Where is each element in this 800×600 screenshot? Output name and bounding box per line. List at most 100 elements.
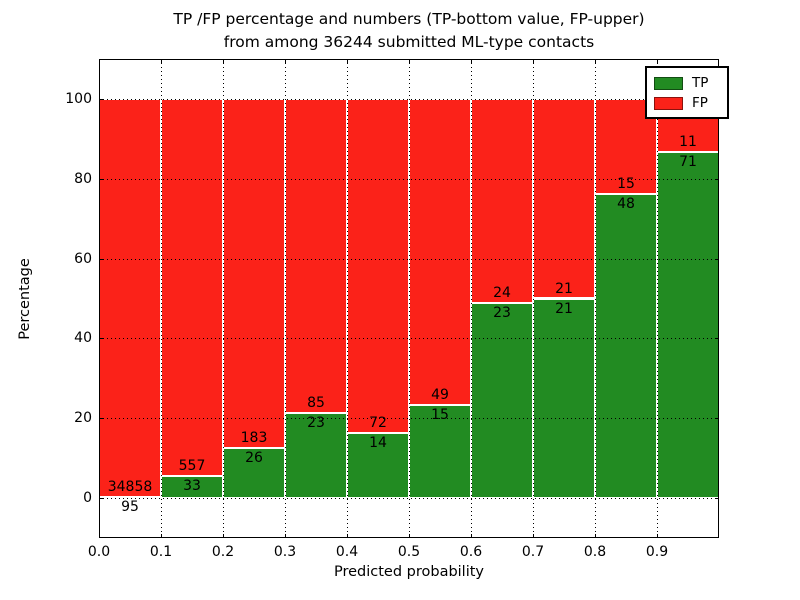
y-tick: [99, 418, 103, 420]
x-tick-label: 0.7: [521, 544, 545, 560]
bar-segment-fp: [223, 98, 285, 449]
legend-entry-tp: TP: [654, 73, 720, 93]
bar-segment-fp: [409, 98, 471, 405]
x-gridline: [471, 59, 472, 538]
chart-title-line2: from among 36244 submitted ML-type conta…: [223, 32, 595, 51]
tp-count-label: 95: [121, 498, 139, 515]
bar-segment-fp: [99, 98, 161, 497]
x-tick-label: 0.3: [273, 544, 297, 560]
legend-label-fp: FP: [692, 95, 708, 111]
fp-count-label: 34858: [107, 478, 153, 495]
y-axis-label: Percentage: [17, 257, 34, 340]
tp-count-label: 21: [555, 300, 573, 317]
x-tick: [223, 59, 224, 63]
x-tick: [409, 534, 410, 538]
legend-label-tp: TP: [692, 75, 709, 91]
x-tick: [161, 534, 162, 538]
y-tick: [715, 498, 719, 500]
x-tick: [657, 59, 658, 63]
tp-count-label: 71: [679, 154, 697, 171]
x-tick: [347, 59, 348, 63]
y-tick-label: 80: [74, 170, 92, 187]
x-tick-label: 0.0: [87, 544, 111, 560]
x-gridline: [595, 59, 596, 538]
x-gridline: [161, 59, 162, 538]
x-tick-label: 0.1: [149, 544, 173, 560]
bar-segment-tp: [595, 193, 657, 499]
x-tick: [533, 534, 534, 538]
x-tick-label: 0.9: [645, 544, 669, 560]
y-tick: [715, 338, 719, 340]
fp-count-label: 11: [679, 134, 697, 151]
tp-count-label: 26: [245, 450, 263, 467]
x-tick: [99, 59, 100, 63]
y-axis-label-wrap: Percentage: [10, 59, 40, 538]
fp-count-label: 183: [240, 430, 268, 447]
x-tick-label: 0.5: [397, 544, 421, 560]
y-tick-label: 60: [74, 250, 92, 267]
y-tick: [99, 338, 103, 340]
x-gridline: [533, 59, 534, 538]
bar-segment-tp: [285, 413, 347, 499]
fp-count-label: 85: [307, 395, 325, 412]
x-tick: [595, 534, 596, 538]
fp-count-label: 15: [617, 175, 635, 192]
y-tick: [99, 178, 103, 180]
legend: TP FP: [645, 66, 729, 119]
x-tick: [223, 534, 224, 538]
x-gridline: [285, 59, 286, 538]
x-gridline: [657, 59, 658, 538]
plot-area: TP FP 34858 95 557 33 183 26 85 23 72 14 49 15 24 23 2…: [99, 59, 729, 538]
fp-count-label: 72: [369, 415, 387, 432]
bar-segment-tp: [409, 404, 471, 499]
y-tick-label: 100: [65, 90, 92, 107]
x-tick: [409, 59, 410, 63]
x-tick-label: 0.8: [583, 544, 607, 560]
x-tick-label: 0.4: [335, 544, 359, 560]
x-tick: [347, 534, 348, 538]
x-gridline: [223, 59, 224, 538]
x-tick: [161, 59, 162, 63]
bar-segment-fp: [533, 98, 595, 299]
x-tick: [471, 534, 472, 538]
tp-count-label: 15: [431, 406, 449, 423]
x-tick: [99, 534, 100, 538]
y-tick: [715, 258, 719, 260]
x-tick: [533, 59, 534, 63]
bar-segment-fp: [285, 98, 347, 414]
tp-count-label: 33: [183, 477, 201, 494]
bar-segment-tp: [223, 448, 285, 499]
y-tick-label: 20: [74, 410, 92, 427]
fp-count-label: 21: [555, 280, 573, 297]
x-tick: [657, 534, 658, 538]
x-tick: [595, 59, 596, 63]
tp-count-label: 23: [307, 415, 325, 432]
bar-segment-fp: [347, 98, 409, 434]
x-gridline: [347, 59, 348, 538]
bar-segment-fp: [471, 98, 533, 303]
x-tick: [285, 534, 286, 538]
x-tick-label: 0.6: [459, 544, 483, 560]
legend-entry-fp: FP: [654, 93, 720, 113]
fp-count-label: 557: [178, 457, 206, 474]
fp-swatch-icon: [654, 96, 683, 110]
y-tick: [99, 258, 103, 260]
y-tick-label: 0: [83, 490, 92, 507]
x-axis-label: Predicted probability: [333, 564, 485, 580]
y-tick: [715, 178, 719, 180]
tp-count-label: 14: [369, 435, 387, 452]
x-tick-label: 0.2: [211, 544, 235, 560]
x-tick: [471, 59, 472, 63]
y-tick: [99, 498, 103, 500]
y-tick: [715, 418, 719, 420]
tp-count-label: 23: [493, 304, 511, 321]
tp-count-label: 48: [617, 195, 635, 212]
bar-segment-tp: [471, 302, 533, 499]
bar-segment-tp: [533, 298, 595, 499]
chart-title: TP /FP percentage and numbers (TP-bottom…: [99, 8, 719, 53]
fp-count-label: 24: [493, 284, 511, 301]
y-tick-label: 40: [74, 330, 92, 347]
bar-segment-tp: [657, 152, 719, 499]
tp-swatch-icon: [654, 76, 683, 90]
